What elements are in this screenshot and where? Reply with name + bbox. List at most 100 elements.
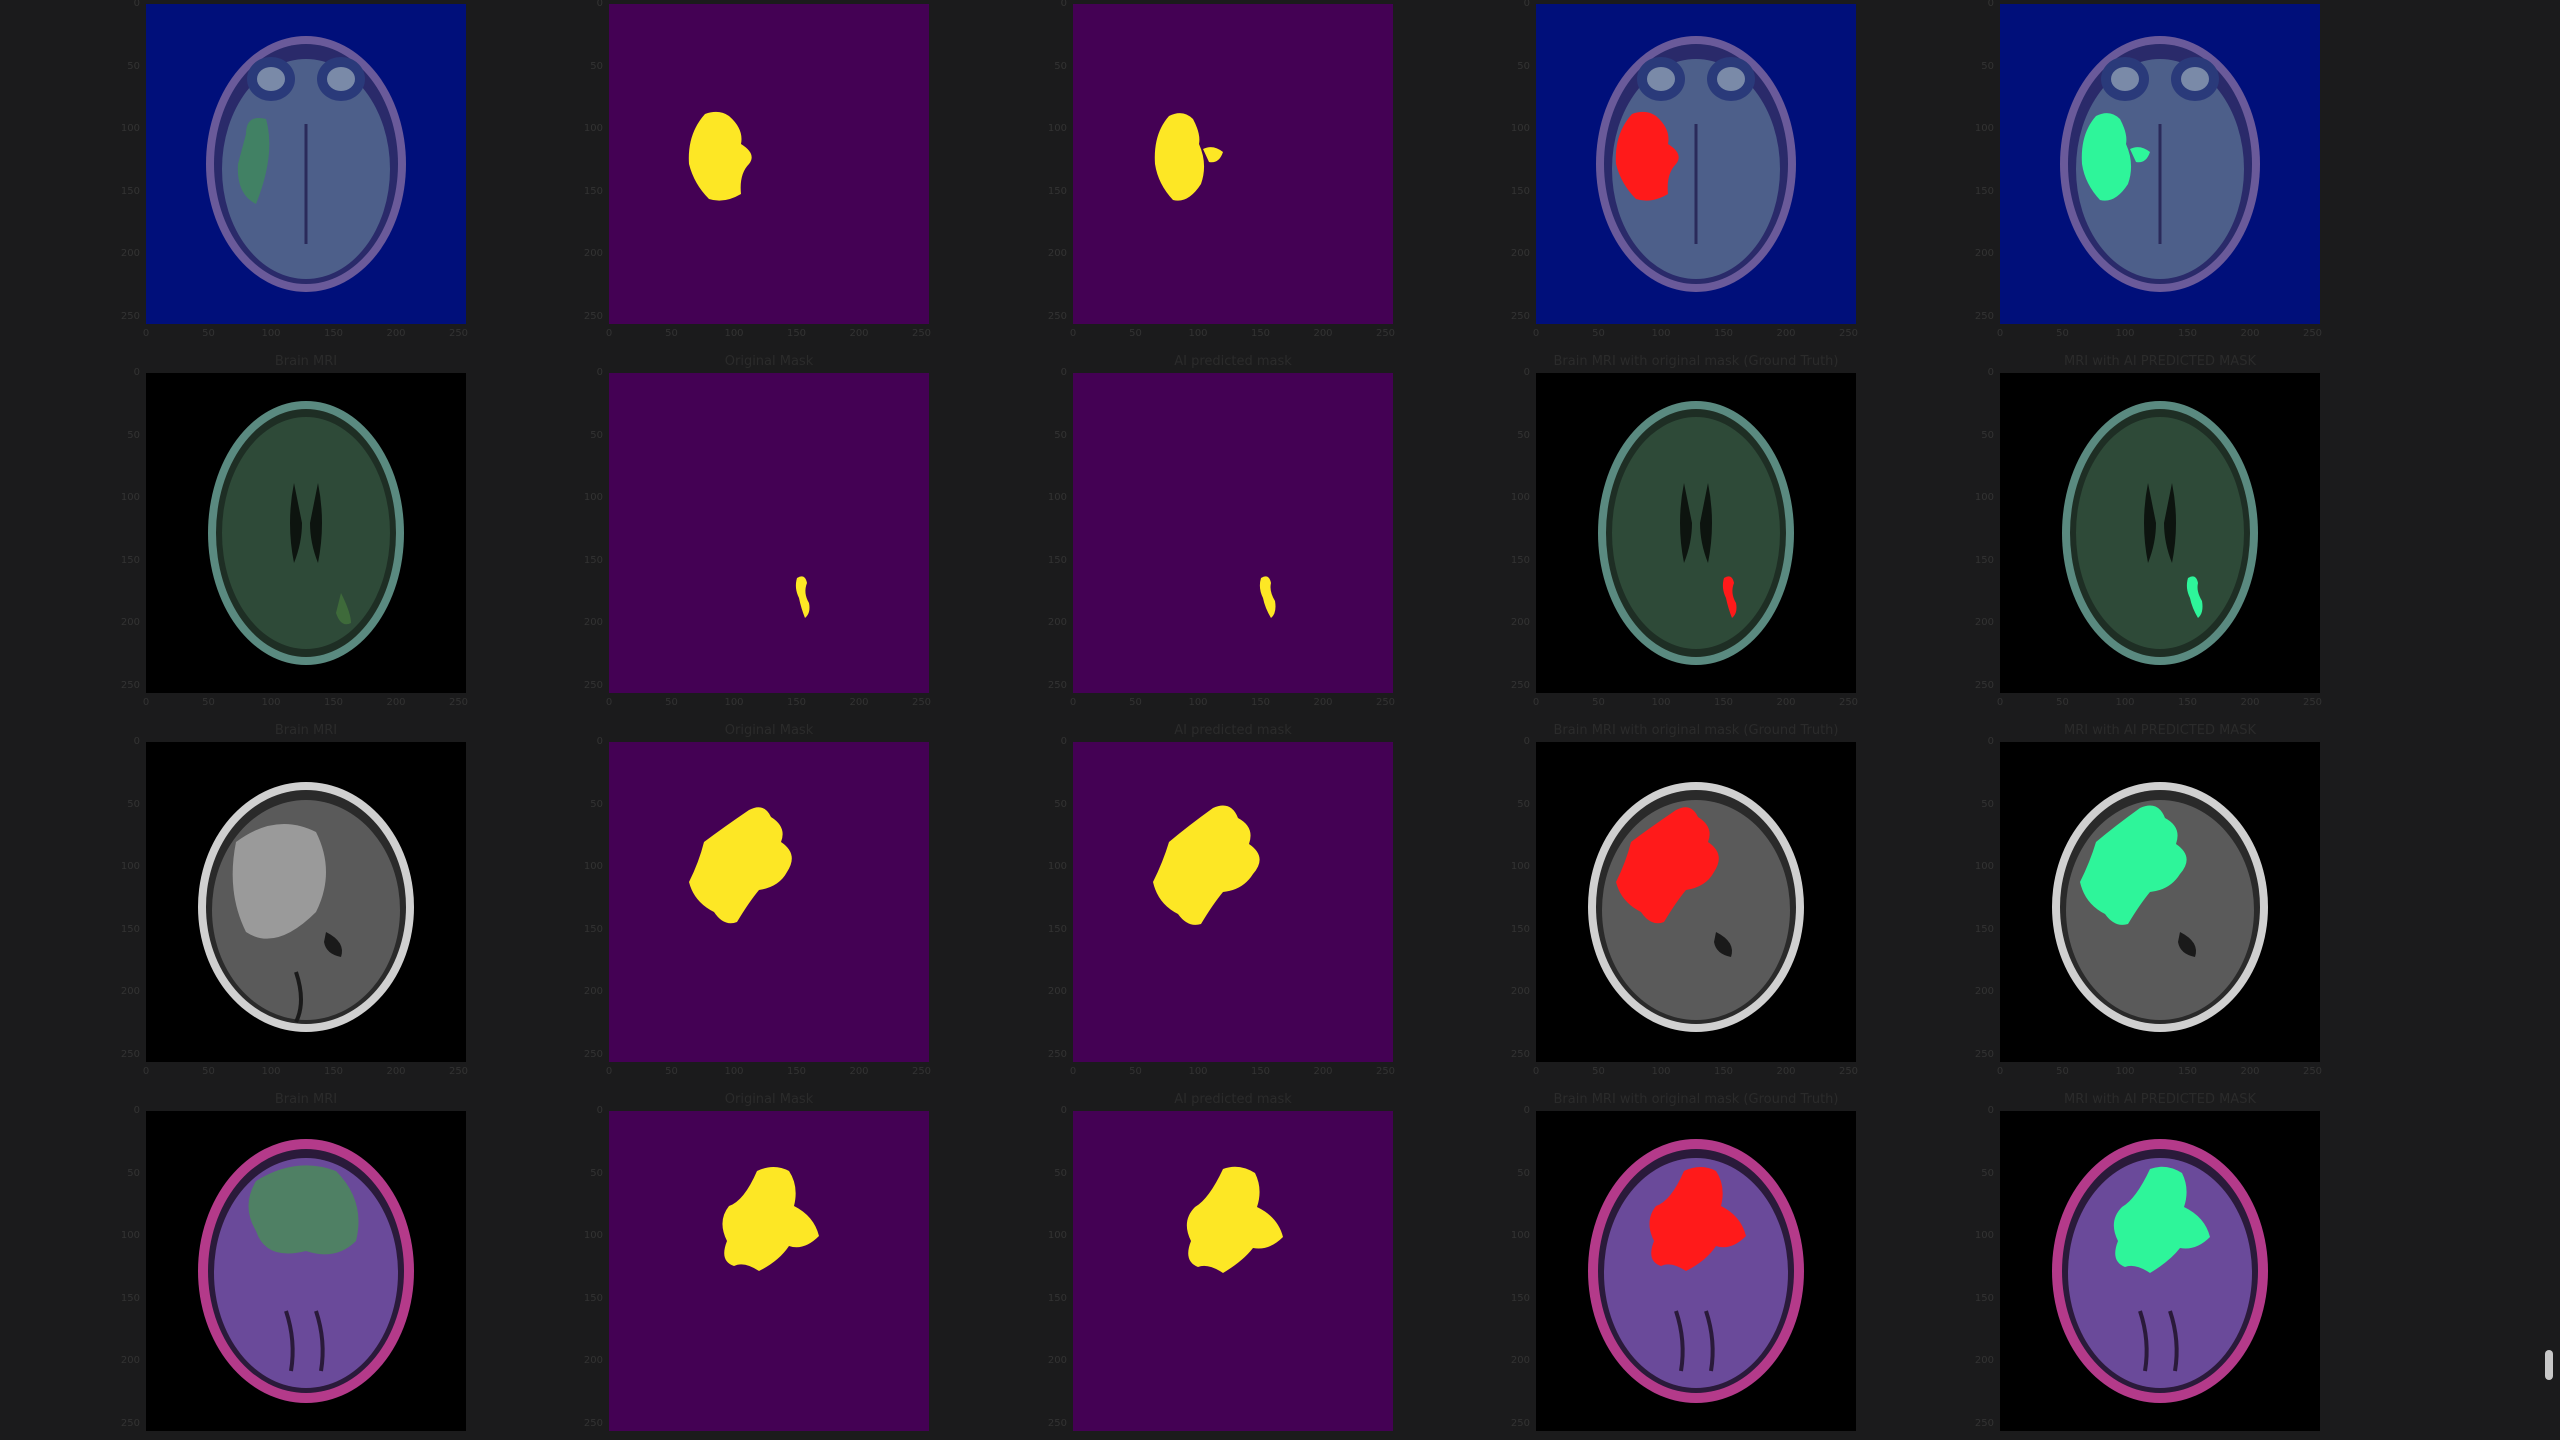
y-tick-label: 200 bbox=[1047, 248, 1067, 259]
y-tick-label: 100 bbox=[583, 123, 603, 134]
y-tick-label: 0 bbox=[1987, 1105, 1994, 1116]
x-tick-label: 150 bbox=[2177, 697, 2198, 708]
x-tick-label: 200 bbox=[1313, 697, 1333, 708]
x-tick-label: 150 bbox=[1713, 1066, 1734, 1077]
y-tick-label: 50 bbox=[1981, 60, 1994, 72]
y-tick-label: 150 bbox=[120, 923, 140, 935]
y-tick-label: 0 bbox=[1523, 736, 1530, 747]
y-tick-label: 50 bbox=[1054, 429, 1067, 441]
y-tick-label: 250 bbox=[583, 310, 603, 322]
row2-original-mask bbox=[609, 373, 929, 693]
x-tick-label: 0 bbox=[1532, 697, 1540, 708]
x-tick-label: 200 bbox=[386, 1066, 406, 1077]
y-tick-label: 250 bbox=[120, 679, 140, 691]
x-tick-label: 250 bbox=[911, 1066, 932, 1077]
row3-ai-overlay bbox=[2000, 742, 2320, 1062]
y-tick-label: 150 bbox=[1974, 185, 1994, 197]
y-tick-label: 0 bbox=[133, 736, 140, 747]
x-tick-label: 50 bbox=[202, 1066, 215, 1077]
y-tick-label: 250 bbox=[1974, 1048, 1994, 1060]
row2-title-ai-overlay: MRI with AI PREDICTED MASK bbox=[2064, 354, 2256, 369]
row4-predicted-mask bbox=[1073, 1111, 1393, 1431]
y-tick-label: 250 bbox=[583, 1417, 603, 1429]
y-tick-label: 0 bbox=[596, 1105, 603, 1116]
row2-ground-truth-overlay bbox=[1536, 373, 1856, 693]
y-tick-label: 50 bbox=[590, 1167, 603, 1179]
y-tick-label: 0 bbox=[1987, 367, 1994, 378]
y-tick-label: 150 bbox=[583, 923, 603, 935]
x-tick-label: 0 bbox=[1996, 697, 2004, 708]
y-tick-label: 0 bbox=[1523, 1105, 1530, 1116]
row1-ground-truth-overlay bbox=[1536, 4, 1856, 324]
y-tick-label: 50 bbox=[1054, 60, 1067, 72]
vertical-scrollbar[interactable] bbox=[2540, 0, 2560, 1440]
x-tick-label: 250 bbox=[2302, 328, 2323, 339]
x-tick-label: 250 bbox=[1838, 328, 1859, 339]
row4-ground-truth-overlay bbox=[1536, 1111, 1856, 1431]
y-tick-label: 0 bbox=[1060, 0, 1067, 9]
x-tick-label: 50 bbox=[665, 328, 678, 339]
row4-ai-overlay bbox=[2000, 1111, 2320, 1431]
x-tick-label: 100 bbox=[724, 1066, 744, 1077]
y-tick-label: 150 bbox=[120, 554, 140, 566]
x-tick-label: 0 bbox=[605, 328, 613, 339]
x-tick-label: 200 bbox=[1313, 328, 1333, 339]
y-tick-label: 150 bbox=[1047, 554, 1067, 566]
y-tick-label: 0 bbox=[1060, 736, 1067, 747]
x-tick-label: 200 bbox=[2240, 697, 2260, 708]
y-tick-label: 200 bbox=[583, 1355, 603, 1366]
y-tick-label: 250 bbox=[120, 310, 140, 322]
x-tick-label: 0 bbox=[605, 1066, 613, 1077]
y-tick-label: 50 bbox=[1981, 429, 1994, 441]
x-tick-label: 250 bbox=[911, 697, 932, 708]
x-tick-label: 200 bbox=[386, 697, 406, 708]
x-tick-label: 100 bbox=[1188, 328, 1208, 339]
y-tick-label: 150 bbox=[1047, 185, 1067, 197]
y-tick-label: 200 bbox=[583, 248, 603, 259]
x-tick-label: 0 bbox=[1996, 328, 2004, 339]
x-tick-label: 200 bbox=[849, 697, 869, 708]
x-tick-label: 200 bbox=[1776, 697, 1796, 708]
x-tick-label: 100 bbox=[1188, 697, 1208, 708]
x-tick-label: 200 bbox=[2240, 328, 2260, 339]
y-tick-label: 0 bbox=[133, 367, 140, 378]
row1-original-mask bbox=[609, 4, 929, 324]
y-tick-label: 250 bbox=[1974, 679, 1994, 691]
y-tick-label: 150 bbox=[1510, 554, 1530, 566]
x-tick-label: 100 bbox=[261, 328, 281, 339]
y-tick-label: 250 bbox=[583, 1048, 603, 1060]
x-tick-label: 100 bbox=[2115, 328, 2135, 339]
y-tick-label: 0 bbox=[596, 0, 603, 9]
row2-predicted-mask bbox=[1073, 373, 1393, 693]
row4-title-ground-truth: Brain MRI with original mask (Ground Tru… bbox=[1553, 1092, 1839, 1107]
x-tick-label: 0 bbox=[142, 1066, 150, 1077]
y-tick-label: 100 bbox=[1047, 123, 1067, 134]
row1-predicted-mask bbox=[1073, 4, 1393, 324]
x-tick-label: 0 bbox=[605, 697, 613, 708]
y-tick-label: 50 bbox=[590, 429, 603, 441]
y-tick-label: 50 bbox=[127, 798, 140, 810]
x-tick-label: 250 bbox=[1838, 697, 1859, 708]
y-tick-label: 200 bbox=[120, 1355, 140, 1366]
row4-title-mri: Brain MRI bbox=[274, 1092, 338, 1107]
y-tick-label: 100 bbox=[1047, 1230, 1067, 1241]
row4-title-ai-overlay: MRI with AI PREDICTED MASK bbox=[2064, 1092, 2256, 1107]
y-tick-label: 0 bbox=[596, 367, 603, 378]
y-tick-label: 100 bbox=[120, 123, 140, 134]
y-tick-label: 250 bbox=[1510, 310, 1530, 322]
x-tick-label: 250 bbox=[448, 328, 469, 339]
y-tick-label: 50 bbox=[127, 60, 140, 72]
x-tick-label: 200 bbox=[1776, 328, 1796, 339]
x-tick-label: 150 bbox=[2177, 1066, 2198, 1077]
x-tick-label: 250 bbox=[2302, 697, 2323, 708]
y-tick-label: 150 bbox=[583, 185, 603, 197]
y-tick-label: 150 bbox=[1510, 923, 1530, 935]
y-tick-label: 250 bbox=[583, 679, 603, 691]
x-tick-label: 100 bbox=[1651, 1066, 1671, 1077]
scroll-thumb[interactable] bbox=[2545, 1350, 2553, 1380]
x-tick-label: 100 bbox=[261, 1066, 281, 1077]
x-tick-label: 250 bbox=[911, 328, 932, 339]
y-tick-label: 200 bbox=[583, 986, 603, 997]
row3-original-mask bbox=[609, 742, 929, 1062]
